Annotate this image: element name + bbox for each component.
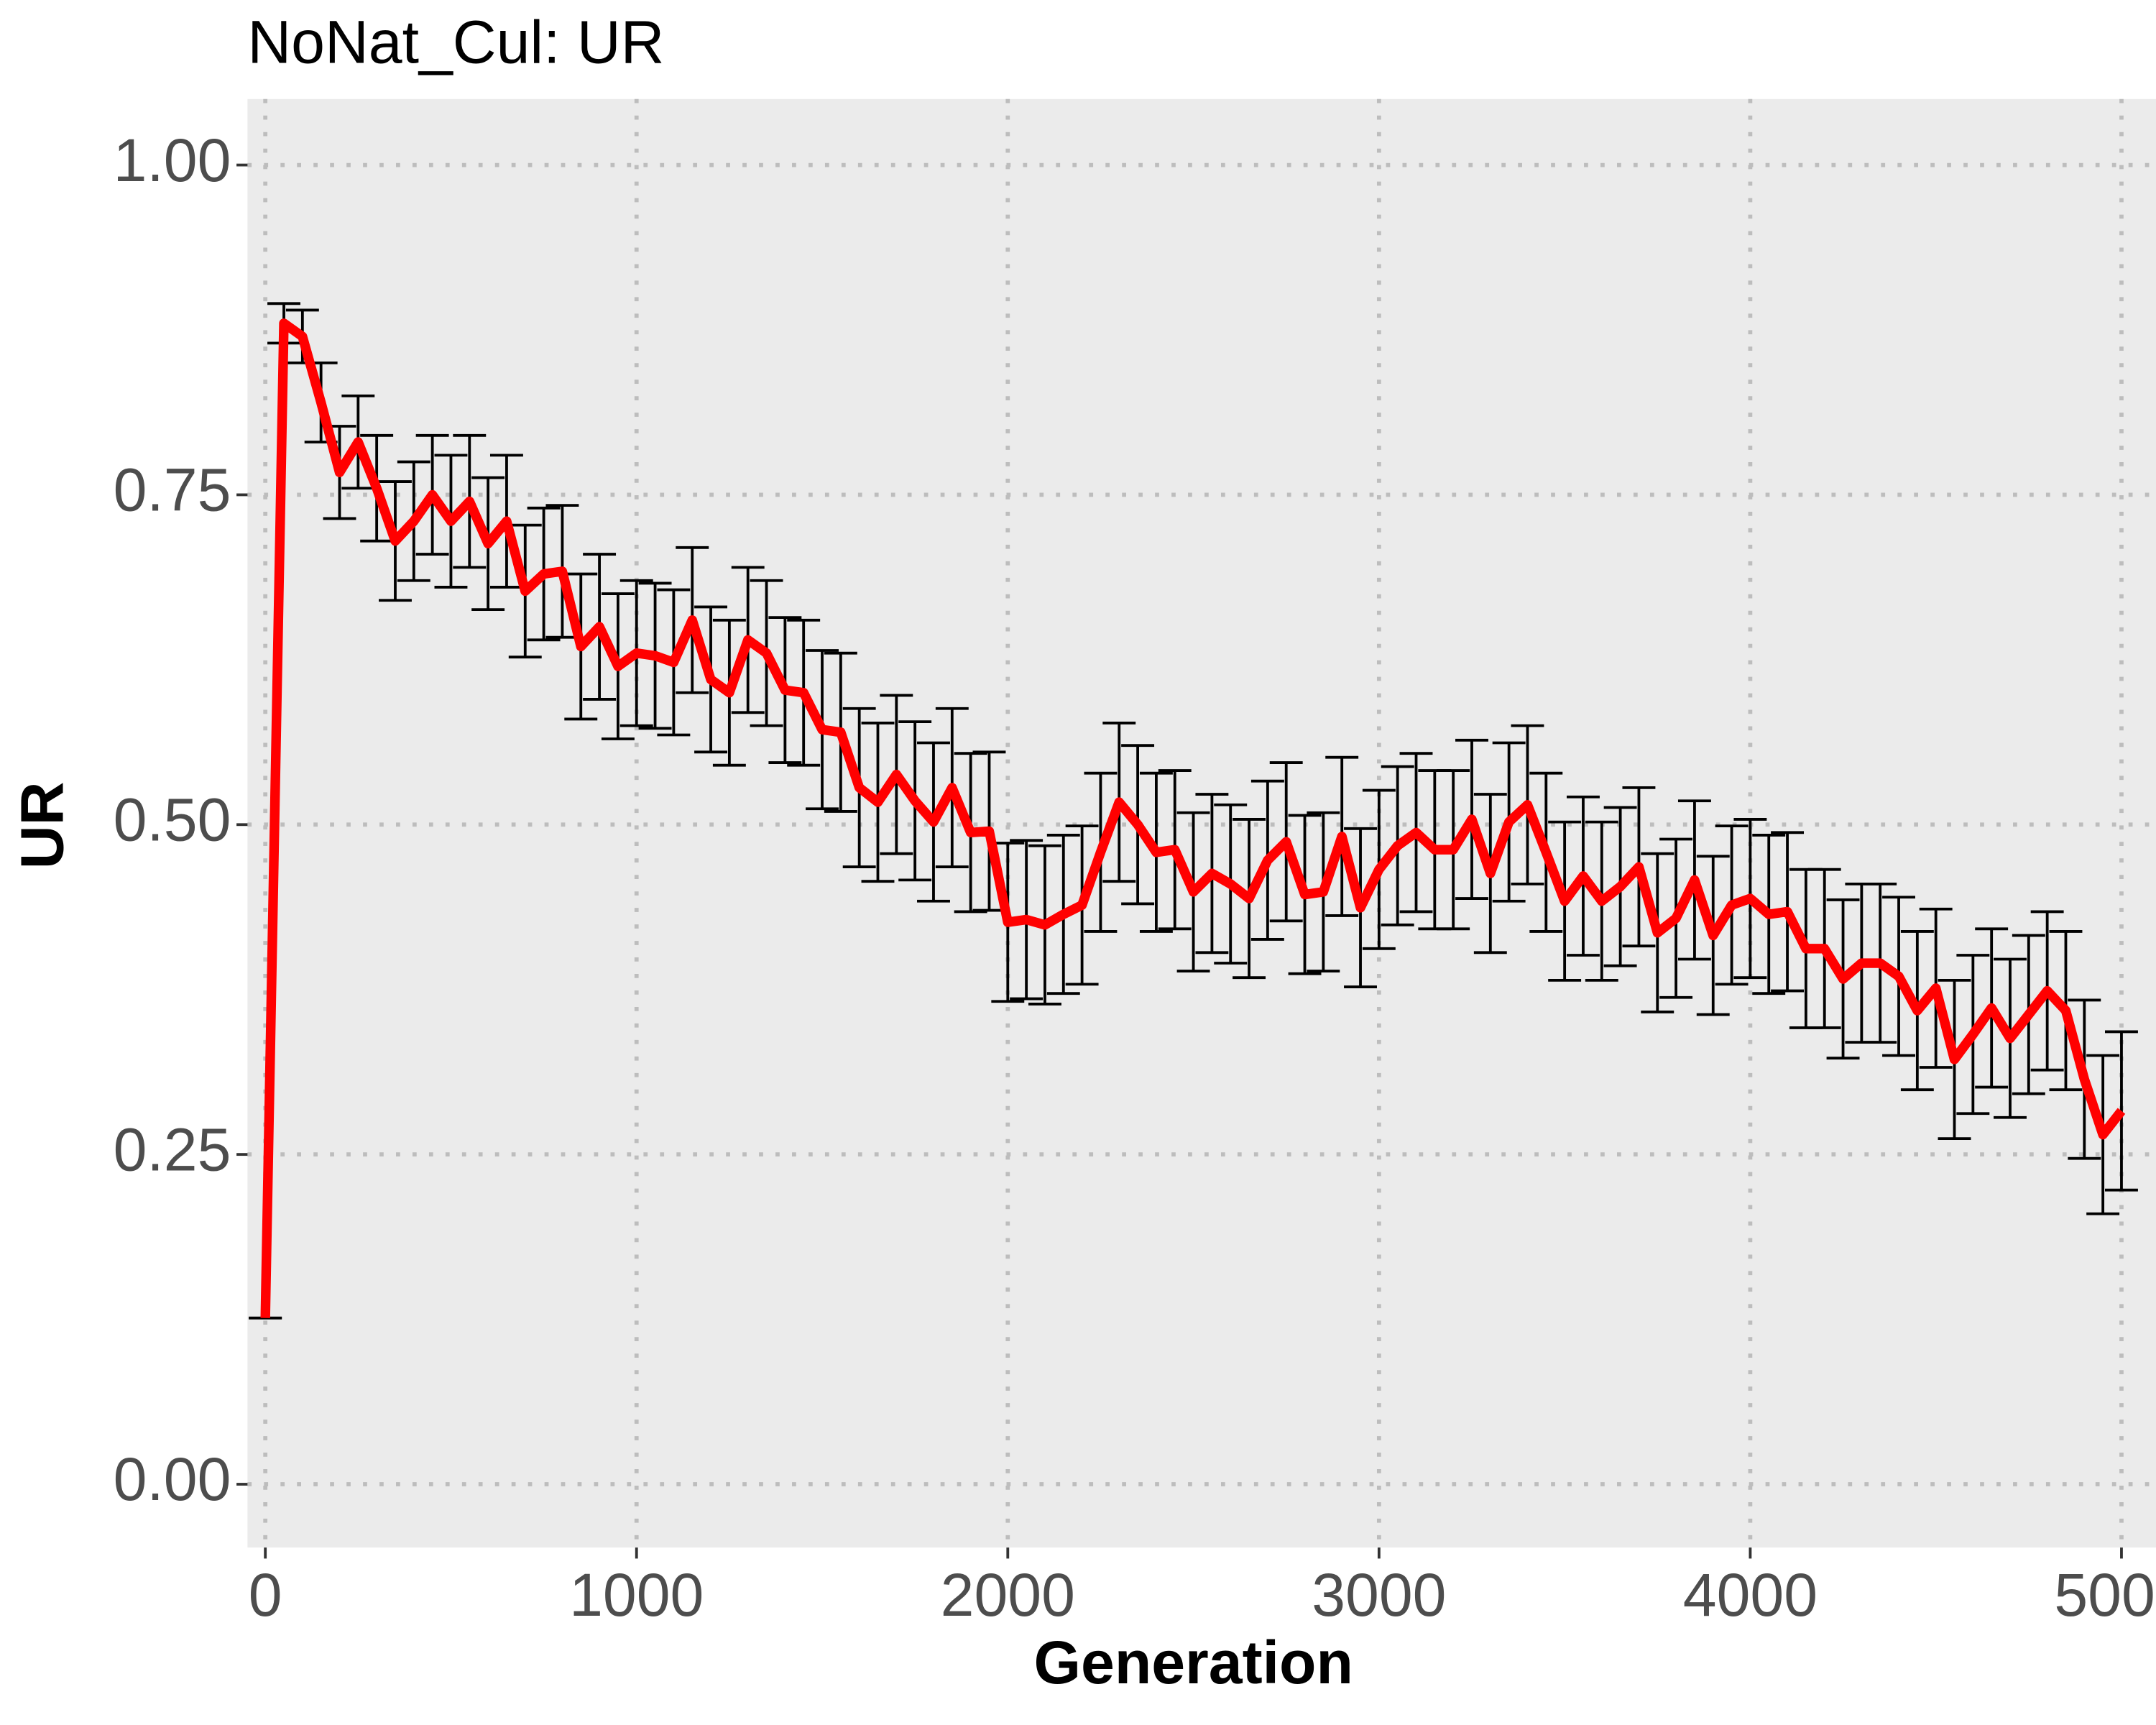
x-tick-label: 4000	[1683, 1561, 1818, 1629]
x-tick-label: 1000	[569, 1561, 704, 1629]
x-axis-label: Generation	[1034, 1629, 1353, 1696]
y-axis-label: UR	[8, 782, 75, 870]
y-tick-label: 0.50	[114, 786, 231, 854]
line	[260, 318, 2126, 1318]
x-tick-label: 3000	[1312, 1561, 1446, 1629]
x-tick-label: 5000	[2054, 1561, 2156, 1629]
y-tick-label: 1.00	[114, 126, 231, 194]
chart-title: NoNat_Cul: UR	[247, 8, 664, 75]
y-tick-label: 0.00	[114, 1445, 231, 1513]
y-tick-label: 0.25	[114, 1116, 231, 1183]
x-tick-label: 0	[249, 1561, 282, 1629]
x-tick-label: 2000	[941, 1561, 1075, 1629]
plot-panel	[247, 98, 2156, 1548]
y-tick-label: 0.75	[114, 456, 231, 524]
